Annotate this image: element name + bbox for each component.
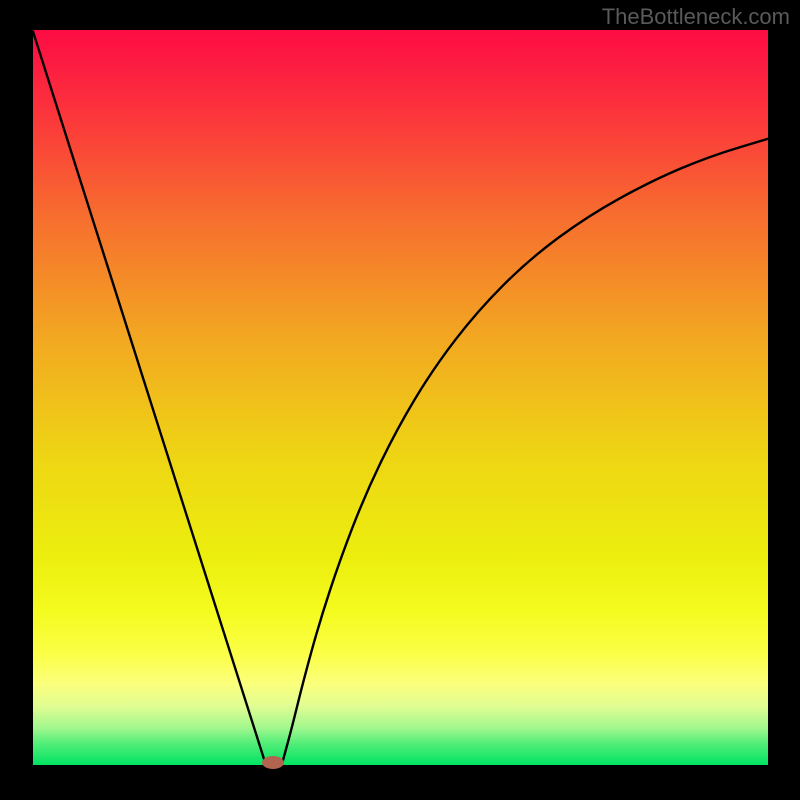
minimum-marker <box>262 756 284 769</box>
bottleneck-curve <box>33 31 768 760</box>
plot-area <box>33 30 768 765</box>
curve-svg <box>33 30 768 765</box>
watermark-text: TheBottleneck.com <box>602 4 790 30</box>
chart-container: TheBottleneck.com <box>0 0 800 800</box>
